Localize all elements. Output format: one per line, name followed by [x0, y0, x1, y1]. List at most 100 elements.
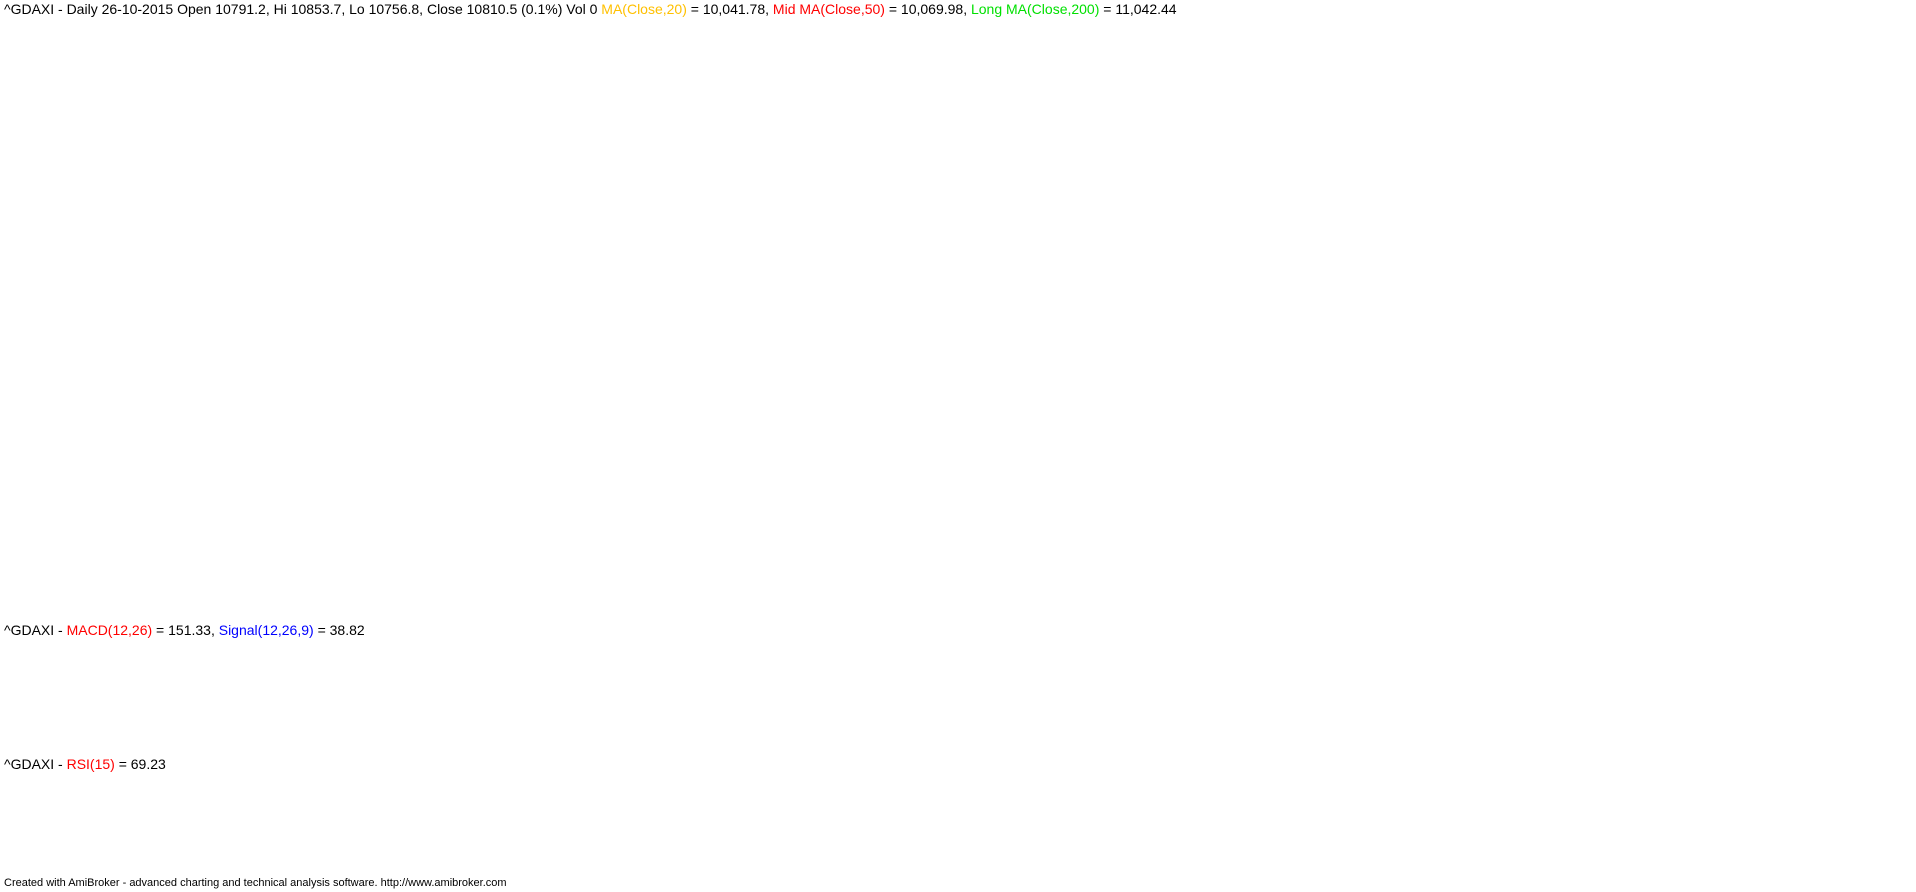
- candle-body: [894, 272, 901, 293]
- candle-body: [359, 68, 367, 77]
- candle-body: [844, 199, 852, 212]
- candle-body: [1022, 178, 1030, 191]
- candle-body: [666, 171, 674, 177]
- candle-body: [1072, 205, 1080, 232]
- candle-body: [339, 76, 347, 97]
- candle-body: [1656, 431, 1664, 442]
- candle-body: [953, 316, 961, 327]
- candle-body: [884, 255, 892, 269]
- candle-body: [1458, 400, 1466, 426]
- price-tick-label: 9,600: [1876, 521, 1914, 538]
- candle-body: [1230, 277, 1238, 283]
- candle-body: [785, 276, 793, 288]
- candle-body: [725, 228, 733, 241]
- candle-body: [42, 246, 50, 256]
- month-label: March: [86, 604, 128, 621]
- rsi-value: = 69.23: [114, 756, 166, 772]
- candle-body: [1676, 433, 1684, 446]
- candle-body: [1002, 195, 1010, 216]
- candle-body: [1299, 451, 1307, 520]
- candle-body: [577, 173, 585, 181]
- candle-body: [1557, 544, 1565, 559]
- candle-body: [1488, 415, 1495, 467]
- candle-body: [973, 261, 981, 292]
- candle-body: [1418, 415, 1426, 429]
- macd-tick-label: -300: [1884, 730, 1914, 747]
- candle-body: [1398, 428, 1406, 439]
- candle-body: [923, 303, 931, 306]
- candle-body: [1715, 360, 1723, 405]
- candle-body: [983, 223, 991, 265]
- candle-body: [1517, 525, 1525, 532]
- last-price-label: 10,810.5: [1858, 300, 1916, 317]
- candle-body: [993, 215, 1000, 221]
- candle-body: [1468, 415, 1476, 427]
- candle-body: [1389, 431, 1396, 448]
- candle-body: [428, 129, 436, 152]
- price-summary: ^GDAXI - Daily 26-10-2015 Open 10791.2, …: [4, 1, 602, 17]
- candle-body: [389, 55, 397, 77]
- candle-body: [418, 115, 426, 133]
- macd-value: = 151.33,: [152, 622, 219, 638]
- macd-tick-label: -100: [1884, 695, 1914, 712]
- footer-credit: Created with AmiBroker - advanced charti…: [4, 877, 507, 889]
- candle-body: [686, 186, 694, 202]
- candle-body: [498, 198, 505, 203]
- candle-body: [755, 269, 763, 276]
- candle-body: [933, 308, 941, 322]
- candle-body: [1141, 218, 1149, 237]
- candle-body: [102, 193, 109, 206]
- ma50-value: = 10,069.98,: [884, 1, 971, 17]
- candle-body: [448, 135, 456, 148]
- candle-body: [963, 294, 971, 325]
- macd-tick-label: -200: [1884, 713, 1914, 730]
- candle-body: [1438, 413, 1446, 420]
- candle-body: [290, 94, 298, 99]
- price-panel-header: ^GDAXI - Daily 26-10-2015 Open 10791.2, …: [4, 1, 1177, 17]
- candle-body: [1290, 372, 1297, 453]
- macd-tick-label: 300: [1889, 626, 1914, 643]
- candle-body: [62, 221, 70, 245]
- candle-body: [1270, 346, 1278, 370]
- candle-body: [1101, 244, 1109, 271]
- candle-body: [696, 196, 703, 201]
- candle-body: [1606, 456, 1614, 477]
- candle-body: [210, 107, 218, 118]
- candle-body: [557, 191, 565, 204]
- month-label: October: [1571, 604, 1624, 621]
- candle-body: [1725, 308, 1733, 362]
- candle-body: [656, 161, 664, 176]
- candle-body: [1280, 371, 1288, 375]
- candle-body: [1032, 162, 1040, 193]
- trendline-green: [0, 75, 384, 283]
- macd-line: [0, 638, 1740, 749]
- candle-body: [1735, 306, 1743, 311]
- candle-body: [1012, 182, 1020, 197]
- candle-body: [220, 108, 228, 120]
- candle-body: [141, 176, 149, 181]
- candle-body: [201, 107, 208, 111]
- candle-body: [1626, 433, 1634, 455]
- signal-label: Signal(12,26,9): [218, 622, 314, 638]
- month-label: August: [1145, 604, 1193, 621]
- candle-body: [1220, 212, 1228, 276]
- macd-tick-label: 0: [1906, 678, 1914, 695]
- candle-body: [1448, 404, 1456, 417]
- candle-body: [82, 207, 90, 210]
- candle-body: [1191, 172, 1198, 177]
- candle-body: [547, 197, 555, 217]
- candle-body: [240, 108, 248, 125]
- candle-body: [1260, 313, 1268, 347]
- candle-body: [329, 84, 337, 98]
- candle-body: [814, 249, 822, 256]
- candle-body: [616, 135, 624, 151]
- candle-body: [1497, 469, 1505, 480]
- candle-body: [1527, 528, 1535, 537]
- candle-body: [1062, 190, 1070, 204]
- candle-body: [1151, 206, 1159, 219]
- candle-body: [121, 180, 129, 192]
- candle-body: [1567, 543, 1575, 553]
- trendline-magenta: [1263, 378, 1443, 430]
- candle-body: [1092, 257, 1099, 267]
